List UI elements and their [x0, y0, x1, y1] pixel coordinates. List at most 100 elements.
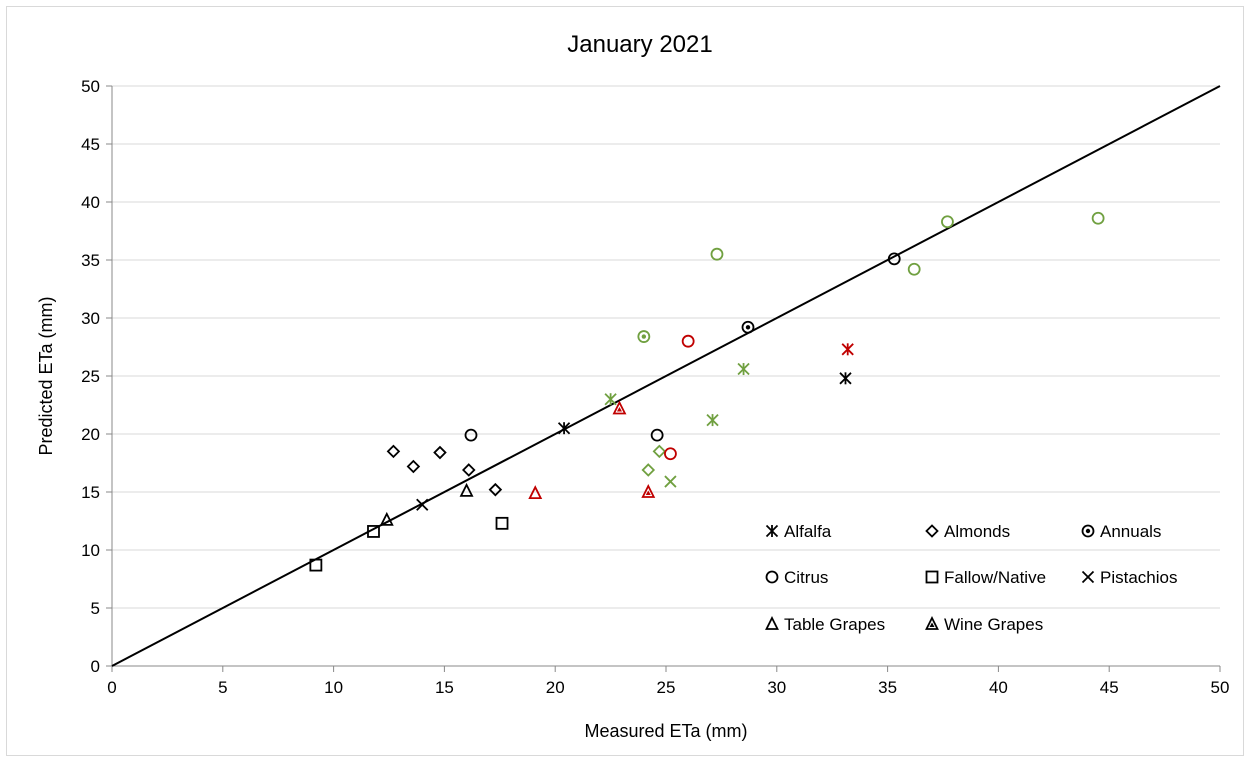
y-tick-label: 10: [81, 541, 100, 560]
legend-label: Pistachios: [1100, 568, 1177, 587]
legend-item-almonds: Almonds: [925, 522, 1010, 541]
marker-shape: [641, 463, 656, 477]
legend-marker: [925, 524, 939, 538]
data-point-fallow-native: [309, 558, 323, 572]
data-point-pistachios: [664, 475, 677, 488]
data-point-alfalfa: [737, 362, 750, 376]
y-tick-label: 45: [81, 135, 100, 154]
marker-shape: [1081, 524, 1095, 538]
data-point-fallow-native: [367, 525, 380, 538]
y-tick-label: 50: [81, 77, 100, 96]
legend-item-fallow-native: Fallow/Native: [925, 568, 1046, 587]
data-point-citrus: [650, 428, 664, 442]
legend-item-pistachios: Pistachios: [1081, 568, 1177, 587]
marker-dot: [1085, 528, 1091, 534]
data-point-citrus: [887, 252, 901, 266]
marker-shape: [406, 459, 421, 474]
data-point-citrus: [710, 247, 724, 261]
legend-label: Fallow/Native: [944, 568, 1046, 587]
marker-dot: [645, 490, 651, 495]
x-tick-label: 50: [1211, 678, 1230, 697]
data-point-citrus: [1091, 211, 1105, 225]
legend-marker: [1081, 570, 1095, 584]
marker-dot: [616, 406, 622, 412]
marker-shape: [367, 525, 380, 538]
data-point-table-grapes: [528, 485, 543, 500]
y-tick-label: 40: [81, 193, 100, 212]
marker-shape: [637, 330, 651, 343]
legend-label: Alfalfa: [784, 522, 832, 541]
x-tick-label: 30: [767, 678, 786, 697]
data-point-almonds: [406, 459, 421, 474]
data-point-annuals: [637, 330, 651, 343]
legend-marker: [765, 615, 779, 630]
data-point-almonds: [488, 482, 503, 497]
y-tick-label: 25: [81, 367, 100, 386]
marker-shape: [433, 445, 447, 460]
marker-stroke: [416, 498, 429, 511]
legend-label: Wine Grapes: [944, 615, 1043, 634]
data-point-almonds: [652, 444, 667, 459]
grid-lines: [112, 85, 1220, 609]
marker-dot: [929, 622, 935, 627]
reference-line-group: [111, 85, 1221, 667]
x-axis-title: Measured ETa (mm): [584, 721, 747, 741]
data-point-alfalfa: [706, 413, 719, 427]
marker-shape: [528, 485, 543, 500]
data-point-table-grapes: [459, 482, 474, 497]
chart-frame: [6, 6, 1244, 756]
y-tick-label: 15: [81, 483, 100, 502]
legend-marker: [765, 570, 779, 584]
y-axis-title: Predicted ETa (mm): [36, 296, 56, 455]
marker-shape: [741, 320, 755, 334]
data-point-alfalfa: [839, 372, 852, 385]
data-point-pistachios: [416, 498, 429, 511]
marker-shape: [765, 615, 779, 630]
data-point-almonds: [462, 463, 476, 477]
data-point-almonds: [386, 444, 401, 459]
data-point-wine-grapes: [612, 400, 627, 415]
marker-shape: [462, 463, 476, 477]
legend-label: Citrus: [784, 568, 828, 587]
marker-shape: [652, 444, 667, 459]
marker-shape: [925, 570, 939, 584]
x-tick-label: 0: [107, 678, 116, 697]
y-tick-label: 20: [81, 425, 100, 444]
marker-shape: [379, 511, 394, 526]
marker-shape: [681, 334, 695, 348]
legend-marker: [765, 524, 779, 538]
marker-shape: [765, 570, 779, 584]
chart-title: January 2021: [567, 31, 712, 58]
x-tick-label: 5: [218, 678, 227, 697]
legend-label: Table Grapes: [784, 615, 885, 634]
marker-stroke: [1081, 570, 1095, 584]
legend-label: Annuals: [1100, 522, 1161, 541]
y-tick-label: 5: [91, 599, 100, 618]
legend: Alfalfa Almonds Annuals Citrus Fallow/Native…: [765, 522, 1177, 634]
marker-shape: [495, 516, 509, 530]
data-point-citrus: [941, 215, 954, 229]
data-point-fallow-native: [495, 516, 509, 530]
y-tick-label: 35: [81, 251, 100, 270]
marker-shape: [941, 215, 954, 229]
data-point-citrus: [464, 428, 478, 442]
marker-shape: [641, 483, 656, 498]
marker-shape: [464, 428, 478, 442]
reference-line: [111, 85, 1221, 667]
x-tick-label: 25: [657, 678, 676, 697]
x-tick-label: 10: [324, 678, 343, 697]
marker-shape: [650, 428, 664, 442]
marker-shape: [925, 615, 939, 630]
data-point-wine-grapes: [641, 483, 656, 498]
legend-label: Almonds: [944, 522, 1010, 541]
legend-marker: [925, 570, 939, 584]
marker-stroke: [664, 475, 677, 488]
data-points: [309, 211, 1105, 572]
marker-shape: [925, 524, 939, 538]
legend-item-wine-grapes: Wine Grapes: [925, 615, 1043, 634]
axes: 0 5 10 15 20 25 30 35 40 45 50 0 5 10 15 20 25 30 35 40 45 50: [81, 77, 1229, 697]
marker-shape: [664, 447, 677, 461]
marker-shape: [1091, 211, 1105, 225]
x-tick-label: 40: [989, 678, 1008, 697]
